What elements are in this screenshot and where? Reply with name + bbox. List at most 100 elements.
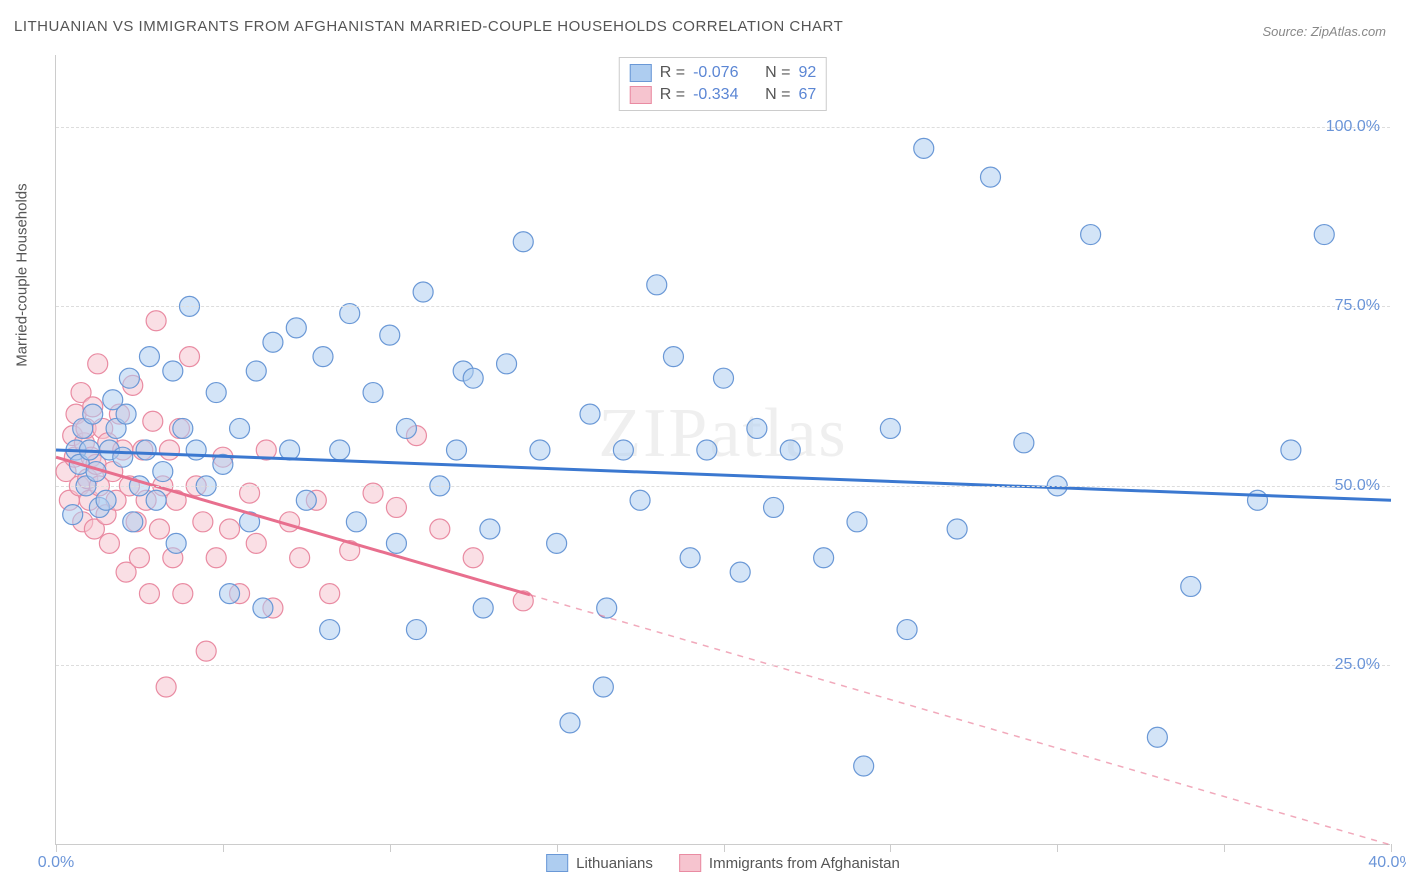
scatter-point <box>413 282 433 302</box>
scatter-point <box>173 584 193 604</box>
scatter-point <box>480 519 500 539</box>
scatter-point <box>173 418 193 438</box>
scatter-point <box>747 418 767 438</box>
scatter-point <box>386 533 406 553</box>
scatter-point <box>363 383 383 403</box>
scatter-point <box>593 677 613 697</box>
y-tick-label: 100.0% <box>1326 118 1380 136</box>
scatter-point <box>513 232 533 252</box>
scatter-point <box>320 584 340 604</box>
scatter-point <box>1014 433 1034 453</box>
scatter-point <box>814 548 834 568</box>
x-tick <box>890 844 891 852</box>
chart-title: LITHUANIAN VS IMMIGRANTS FROM AFGHANISTA… <box>14 18 843 35</box>
scatter-point <box>897 620 917 640</box>
scatter-point <box>116 404 136 424</box>
scatter-point <box>947 519 967 539</box>
scatter-point <box>1248 490 1268 510</box>
series-legend: Lithuanians Immigrants from Afghanistan <box>546 854 900 872</box>
scatter-point <box>697 440 717 460</box>
scatter-point <box>206 383 226 403</box>
scatter-point <box>1081 225 1101 245</box>
scatter-point <box>730 562 750 582</box>
scatter-point <box>263 332 283 352</box>
y-tick-label: 50.0% <box>1335 477 1380 495</box>
gridline <box>56 486 1390 487</box>
scatter-point <box>463 548 483 568</box>
scatter-point <box>139 347 159 367</box>
scatter-point <box>1314 225 1334 245</box>
scatter-point <box>473 598 493 618</box>
scatter-point <box>1147 727 1167 747</box>
scatter-point <box>580 404 600 424</box>
scatter-point <box>981 167 1001 187</box>
scatter-point <box>246 533 266 553</box>
scatter-point <box>206 548 226 568</box>
scatter-point <box>630 490 650 510</box>
plot-area: ZIPatlas R = -0.076 N = 92 R = -0.334 N … <box>55 55 1390 845</box>
scatter-point <box>714 368 734 388</box>
scatter-point <box>386 497 406 517</box>
scatter-point <box>290 548 310 568</box>
scatter-point <box>146 490 166 510</box>
scatter-point <box>497 354 517 374</box>
x-tick <box>1391 844 1392 852</box>
scatter-point <box>253 598 273 618</box>
scatter-point <box>180 347 200 367</box>
scatter-point <box>83 404 103 424</box>
x-tick <box>56 844 57 852</box>
gridline <box>56 306 1390 307</box>
scatter-point <box>330 440 350 460</box>
scatter-plot-svg <box>56 55 1390 844</box>
scatter-point <box>163 361 183 381</box>
scatter-point <box>430 519 450 539</box>
scatter-point <box>113 447 133 467</box>
scatter-point <box>99 533 119 553</box>
x-tick <box>223 844 224 852</box>
legend-item-pink: Immigrants from Afghanistan <box>679 854 900 872</box>
scatter-point <box>560 713 580 733</box>
legend-item-blue: Lithuanians <box>546 854 653 872</box>
scatter-point <box>286 318 306 338</box>
scatter-point <box>613 440 633 460</box>
swatch-pink-icon <box>679 854 701 872</box>
legend-label-blue: Lithuanians <box>576 855 653 872</box>
swatch-blue-icon <box>546 854 568 872</box>
scatter-point <box>123 512 143 532</box>
scatter-point <box>447 440 467 460</box>
scatter-point <box>547 533 567 553</box>
scatter-point <box>143 411 163 431</box>
scatter-point <box>296 490 316 510</box>
scatter-point <box>63 505 83 525</box>
scatter-point <box>764 497 784 517</box>
scatter-point <box>647 275 667 295</box>
scatter-point <box>119 368 139 388</box>
scatter-point <box>220 584 240 604</box>
y-tick-label: 75.0% <box>1335 297 1380 315</box>
scatter-point <box>346 512 366 532</box>
scatter-point <box>680 548 700 568</box>
scatter-point <box>129 548 149 568</box>
scatter-point <box>1281 440 1301 460</box>
scatter-point <box>854 756 874 776</box>
x-tick <box>390 844 391 852</box>
y-axis-title: Married-couple Households <box>14 183 31 366</box>
legend-label-pink: Immigrants from Afghanistan <box>709 855 900 872</box>
scatter-point <box>280 440 300 460</box>
scatter-point <box>139 584 159 604</box>
x-tick-label: 0.0% <box>38 854 74 872</box>
scatter-point <box>220 519 240 539</box>
scatter-point <box>166 533 186 553</box>
source-attribution: Source: ZipAtlas.com <box>1262 24 1386 39</box>
scatter-point <box>153 462 173 482</box>
x-tick <box>557 844 558 852</box>
scatter-point <box>136 440 156 460</box>
scatter-point <box>663 347 683 367</box>
gridline <box>56 127 1390 128</box>
scatter-point <box>880 418 900 438</box>
x-tick <box>724 844 725 852</box>
x-tick-label: 40.0% <box>1368 854 1406 872</box>
scatter-point <box>313 347 333 367</box>
scatter-point <box>320 620 340 640</box>
scatter-point <box>780 440 800 460</box>
